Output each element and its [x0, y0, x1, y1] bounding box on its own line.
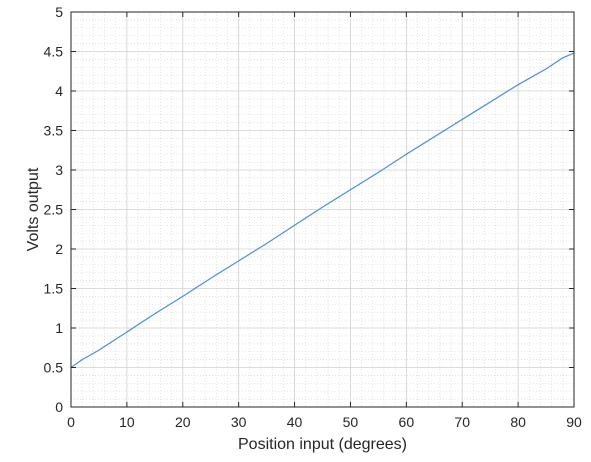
y-tick-label: 4.5 [44, 44, 64, 60]
x-tick-label: 20 [175, 414, 191, 430]
series-line-0 [70, 52, 575, 368]
x-axis-ticks: 0 10 20 30 40 50 60 70 80 90 [67, 12, 582, 430]
x-axis-label: Position input (degrees) [238, 436, 407, 453]
x-tick-label: 50 [343, 414, 359, 430]
major-grid [70, 11, 575, 408]
y-axis-label: Volts output [25, 167, 42, 251]
series-layer [70, 52, 575, 368]
x-tick-label: 0 [67, 414, 75, 430]
y-tick-label: 1 [55, 320, 63, 336]
y-tick-label: 2.5 [44, 202, 64, 218]
y-tick-label: 2 [55, 241, 63, 257]
x-tick-label: 40 [287, 414, 303, 430]
y-tick-label: 3 [55, 162, 63, 178]
y-axis-ticks: 0 0.5 1 1.5 2 2.5 3 3.5 4 4.5 5 [44, 4, 574, 415]
y-tick-label: 4 [55, 83, 63, 99]
x-tick-label: 10 [119, 414, 135, 430]
x-tick-label: 30 [231, 414, 247, 430]
y-tick-label: 0.5 [44, 360, 64, 376]
x-tick-label: 90 [566, 414, 582, 430]
x-tick-label: 70 [454, 414, 470, 430]
x-tick-label: 80 [510, 414, 526, 430]
x-tick-label: 60 [399, 414, 415, 430]
y-tick-label: 5 [55, 4, 63, 20]
y-tick-label: 3.5 [44, 123, 64, 139]
y-tick-label: 1.5 [44, 281, 64, 297]
y-tick-label: 0 [55, 399, 63, 415]
